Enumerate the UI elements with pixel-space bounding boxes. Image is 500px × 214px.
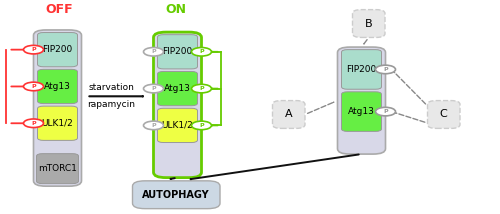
FancyBboxPatch shape: [38, 69, 78, 104]
Circle shape: [24, 45, 44, 54]
FancyBboxPatch shape: [132, 181, 220, 209]
FancyBboxPatch shape: [158, 108, 198, 143]
Circle shape: [376, 107, 396, 116]
Text: P: P: [151, 49, 156, 54]
Text: Atg13: Atg13: [44, 82, 71, 91]
Text: starvation: starvation: [88, 83, 134, 92]
FancyBboxPatch shape: [352, 10, 385, 37]
Text: P: P: [383, 109, 388, 114]
Circle shape: [144, 84, 164, 93]
Text: C: C: [440, 110, 448, 119]
Text: B: B: [365, 19, 372, 28]
Circle shape: [192, 48, 212, 56]
Circle shape: [24, 82, 44, 91]
Text: ULK1/2: ULK1/2: [162, 121, 194, 130]
FancyBboxPatch shape: [158, 35, 198, 69]
FancyBboxPatch shape: [34, 30, 82, 186]
Text: P: P: [151, 123, 156, 128]
Circle shape: [144, 48, 164, 56]
Text: OFF: OFF: [45, 3, 73, 16]
Text: P: P: [199, 49, 204, 54]
Circle shape: [144, 121, 164, 130]
Text: AUTOPHAGY: AUTOPHAGY: [142, 190, 210, 200]
Text: FIP200: FIP200: [162, 47, 192, 56]
Text: ON: ON: [166, 3, 186, 16]
Text: FIP200: FIP200: [42, 45, 72, 54]
Text: FIP200: FIP200: [346, 65, 376, 74]
FancyBboxPatch shape: [38, 33, 78, 67]
FancyBboxPatch shape: [158, 71, 198, 106]
FancyBboxPatch shape: [342, 92, 382, 131]
Text: rapamycin: rapamycin: [88, 100, 136, 109]
FancyBboxPatch shape: [154, 32, 202, 178]
FancyBboxPatch shape: [272, 101, 305, 128]
Text: P: P: [31, 84, 36, 89]
FancyBboxPatch shape: [342, 50, 382, 89]
FancyBboxPatch shape: [428, 101, 460, 128]
Circle shape: [192, 84, 212, 93]
Text: P: P: [199, 123, 204, 128]
Text: P: P: [31, 121, 36, 126]
Text: P: P: [31, 47, 36, 52]
Circle shape: [376, 65, 396, 74]
Text: mTORC1: mTORC1: [38, 164, 77, 173]
Circle shape: [24, 119, 44, 128]
FancyBboxPatch shape: [338, 47, 386, 154]
Text: ULK1/2: ULK1/2: [42, 119, 74, 128]
Circle shape: [192, 121, 212, 130]
Text: Atg13: Atg13: [164, 84, 191, 93]
Text: Atg13: Atg13: [348, 107, 375, 116]
Text: P: P: [199, 86, 204, 91]
Text: A: A: [285, 110, 292, 119]
FancyBboxPatch shape: [38, 106, 78, 140]
Text: P: P: [383, 67, 388, 72]
FancyBboxPatch shape: [36, 154, 78, 184]
Text: P: P: [151, 86, 156, 91]
